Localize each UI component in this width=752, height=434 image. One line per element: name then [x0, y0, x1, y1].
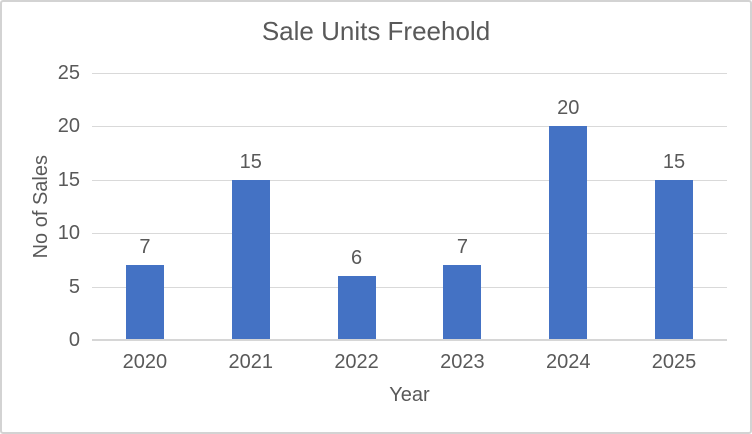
x-tick-label-2024: 2024 [545, 351, 591, 373]
x-axis-tick-labels: 2020 2021 2022 2023 2024 2025 [92, 351, 727, 373]
bar-slot-2022: 6 [304, 73, 410, 340]
y-axis-tick-labels: 0 5 10 15 20 25 [2, 63, 82, 350]
bar-value-label-2023: 7 [456, 236, 468, 258]
plot-area: 7 15 6 7 20 15 [92, 73, 727, 341]
bar-2021 [231, 180, 270, 340]
x-tick-label-2025: 2025 [651, 351, 697, 373]
bar-value-label-2021: 15 [239, 151, 262, 173]
x-tick-label-2020: 2020 [122, 351, 168, 373]
y-tick-label-0: 0 [68, 329, 80, 351]
y-tick-label-15: 15 [57, 168, 80, 191]
bar-series: 7 15 6 7 20 15 [92, 73, 727, 340]
gridline-20 [92, 126, 727, 128]
chart-title: Sale Units Freehold [261, 16, 491, 46]
y-tick-label-20: 20 [57, 115, 80, 138]
y-tick-label-5: 5 [68, 275, 80, 298]
bar-slot-2025: 15 [621, 73, 727, 340]
x-tick-label-2023: 2023 [440, 351, 485, 373]
bar-2020 [125, 265, 164, 340]
bar-2024 [549, 126, 588, 340]
x-axis-title: Year [389, 384, 430, 406]
x-tick-label-2021: 2021 [228, 351, 273, 373]
y-tick-label-10: 10 [57, 222, 80, 245]
gridline-25 [92, 73, 727, 74]
bar-2022 [337, 276, 376, 340]
bar-slot-2021: 15 [198, 73, 304, 340]
bar-slot-2023: 7 [409, 73, 515, 340]
gridline-15 [92, 179, 727, 181]
bar-value-label-2025: 15 [662, 151, 686, 173]
gridline-5 [92, 286, 727, 288]
bar-slot-2024: 20 [515, 73, 621, 340]
bar-value-label-2020: 7 [139, 236, 151, 258]
bar-value-label-2022: 6 [351, 247, 363, 269]
bar-2025 [655, 180, 694, 340]
bar-value-label-2024: 20 [557, 97, 580, 119]
gridline-10 [92, 233, 727, 235]
x-axis-line [92, 339, 727, 341]
x-tick-label-2022: 2022 [334, 351, 379, 373]
bar-2023 [443, 265, 482, 340]
y-tick-label-25: 25 [57, 62, 80, 84]
bar-slot-2020: 7 [92, 73, 198, 340]
